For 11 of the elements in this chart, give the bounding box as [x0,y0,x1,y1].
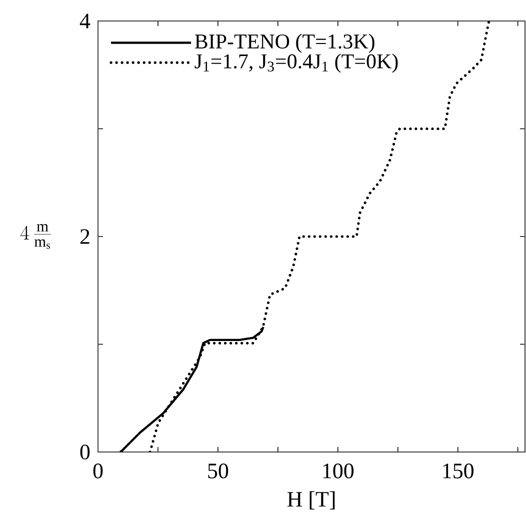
x-tick-label: 100 [323,464,354,478]
x-tick-label: 50 [208,464,228,478]
x-axis-title: H [T] [287,491,335,510]
y-tick-label: 2 [80,229,90,244]
y-tick-label: 0 [80,444,90,460]
x-tick-label: 0 [93,464,103,478]
x-tick-label: 150 [443,464,474,478]
y-axis-title: $4\,\frac{\mathrm{m}}{\mathrm{m_s}}$ [20,224,51,249]
legend-label: J$_{1}$=1.7, J$_{3}$=0.4J$_{1}$ (T=0K) [194,54,398,73]
legend-label: BIP-TENO (T=1.3K) [194,34,374,53]
y-tick-label: 4 [80,14,90,28]
